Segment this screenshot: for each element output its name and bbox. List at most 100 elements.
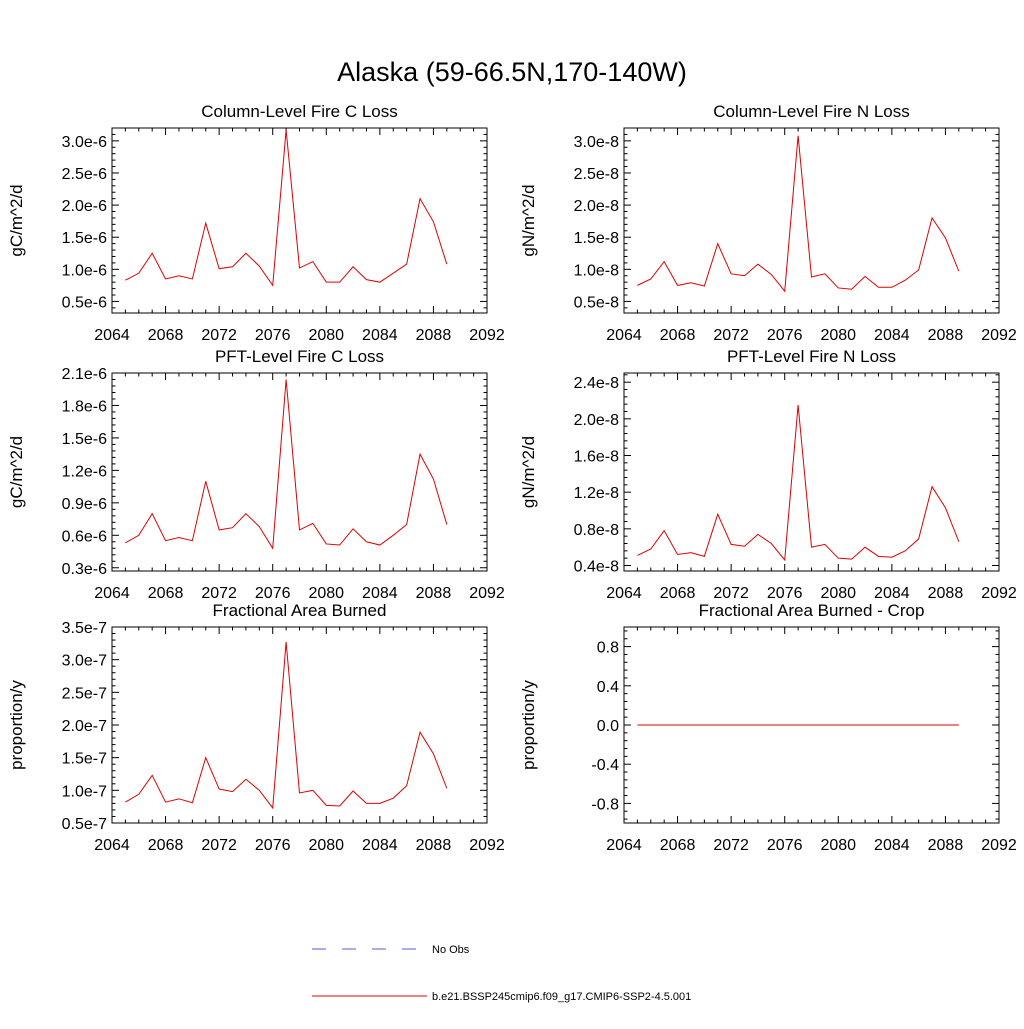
x-tick-label: 2084 (874, 327, 910, 344)
y-axis-label: gC/m^2/d (7, 436, 26, 508)
x-tick-label: 2064 (94, 837, 130, 854)
y-tick-label: 2.0e-6 (62, 198, 107, 215)
series-line (125, 641, 448, 810)
y-axis-label: gN/m^2/d (519, 184, 538, 256)
y-tick-label: 3.5e-7 (62, 620, 107, 637)
y-tick-label: 2.5e-6 (62, 166, 107, 183)
y-tick-label: 1.5e-6 (62, 431, 107, 448)
y-tick-label: 1.2e-8 (574, 485, 619, 502)
panel-fractional-area-burned: Fractional Area Burned proportion/y 2064 20… (7, 601, 505, 854)
y-tick-label: 0.9e-6 (62, 496, 107, 513)
y-tick-label: 1.6e-8 (574, 449, 619, 466)
y-tick-label: 0.8 (597, 640, 619, 657)
y-tick-label: 0.0 (597, 718, 619, 735)
y-tick-label: -0.8 (591, 796, 619, 813)
x-tick-label: 2088 (928, 585, 964, 602)
x-tick-label: 2084 (362, 585, 398, 602)
x-tick-label: 2068 (148, 327, 184, 344)
x-tick-label: 2072 (201, 327, 237, 344)
x-tick-label: 2092 (981, 327, 1017, 344)
y-tick-label: 2.4e-8 (574, 375, 619, 392)
y-tick-label: 0.3e-6 (62, 561, 107, 578)
x-tick-label: 2080 (820, 327, 856, 344)
y-tick-label: 2.0e-8 (574, 198, 619, 215)
x-tick-label: 2072 (713, 837, 749, 854)
x-tick-label: 2064 (94, 585, 130, 602)
y-tick-label: -0.4 (591, 757, 619, 774)
x-tick-label: 2080 (308, 327, 344, 344)
x-tick-label: 2080 (308, 585, 344, 602)
panels: Column-Level Fire C Loss gC/m^2/d 2064 2068… (7, 102, 1017, 854)
x-tick-label: 2084 (362, 327, 398, 344)
panel-title: Fractional Area Burned - Crop (699, 601, 925, 620)
x-tick-label: 2064 (606, 585, 642, 602)
x-tick-label: 2064 (94, 327, 130, 344)
x-tick-label: 2076 (255, 327, 291, 344)
plot-frame (623, 372, 1000, 572)
legend-run-label: b.e21.BSSP245cmip6.f09_g17.CMIP6-SSP2-4.… (432, 991, 691, 1003)
panel-title: PFT-Level Fire N Loss (727, 347, 896, 366)
y-tick-label: 1.2e-6 (62, 463, 107, 480)
x-tick-label: 2068 (660, 327, 696, 344)
legend: No Obs b.e21.BSSP245cmip6.f09_g17.CMIP6-… (312, 944, 691, 1003)
x-tick-label: 2092 (981, 837, 1017, 854)
panel-title: PFT-Level Fire C Loss (215, 347, 384, 366)
y-axis-label: proportion/y (519, 680, 538, 770)
y-tick-label: 2.0e-7 (62, 718, 107, 735)
x-tick-label: 2088 (928, 837, 964, 854)
y-tick-label: 1.0e-6 (62, 262, 107, 279)
y-tick-label: 0.4 (597, 679, 619, 696)
y-tick-label: 1.8e-6 (62, 398, 107, 415)
y-tick-label: 3.0e-6 (62, 134, 107, 151)
x-tick-label: 2092 (469, 327, 505, 344)
x-tick-label: 2092 (469, 585, 505, 602)
x-tick-label: 2064 (606, 837, 642, 854)
panel-fractional-area-burned-crop: Fractional Area Burned - Crop proportion/… (519, 601, 1017, 854)
x-tick-label: 2092 (981, 585, 1017, 602)
y-tick-label: 0.5e-7 (62, 816, 107, 833)
y-tick-label: 2.0e-8 (574, 412, 619, 429)
x-tick-label: 2068 (660, 837, 696, 854)
x-tick-label: 2068 (660, 585, 696, 602)
series-line (125, 129, 448, 287)
panel-pft-level-fire-c-loss: PFT-Level Fire C Loss gC/m^2/d 2064 2068 207… (7, 347, 505, 602)
panel-pft-level-fire-n-loss: PFT-Level Fire N Loss gN/m^2/d 2064 2068 207… (519, 347, 1017, 602)
y-tick-label: 1.0e-8 (574, 262, 619, 279)
y-tick-label: 0.6e-6 (62, 528, 107, 545)
panel-title: Fractional Area Burned (213, 601, 387, 620)
y-tick-label: 1.5e-7 (62, 751, 107, 768)
y-tick-label: 3.0e-8 (574, 134, 619, 151)
x-tick-label: 2076 (767, 837, 803, 854)
legend-no-obs-label: No Obs (432, 944, 470, 956)
panel-title: Column-Level Fire N Loss (713, 102, 910, 121)
x-tick-label: 2076 (767, 327, 803, 344)
series-line (637, 405, 960, 562)
series-line (637, 135, 960, 293)
y-axis-label: gN/m^2/d (519, 436, 538, 508)
y-tick-label: 2.1e-6 (62, 366, 107, 383)
x-tick-label: 2088 (928, 327, 964, 344)
y-tick-label: 0.5e-8 (574, 294, 619, 311)
x-tick-label: 2084 (874, 837, 910, 854)
x-tick-label: 2080 (820, 837, 856, 854)
y-tick-label: 1.5e-6 (62, 230, 107, 247)
x-tick-label: 2072 (713, 327, 749, 344)
x-tick-label: 2076 (767, 585, 803, 602)
panel-column-level-fire-c-loss: Column-Level Fire C Loss gC/m^2/d 2064 2068… (7, 102, 505, 344)
y-axis-label: proportion/y (7, 680, 26, 770)
x-tick-label: 2080 (308, 837, 344, 854)
x-tick-label: 2068 (148, 585, 184, 602)
x-tick-label: 2076 (255, 585, 291, 602)
panel-title: Column-Level Fire C Loss (201, 102, 398, 121)
x-tick-label: 2080 (820, 585, 856, 602)
y-tick-label: 0.5e-6 (62, 294, 107, 311)
x-tick-label: 2068 (148, 837, 184, 854)
figure-title: Alaska (59-66.5N,170-140W) (337, 57, 687, 87)
y-tick-label: 1.0e-7 (62, 783, 107, 800)
y-tick-label: 2.5e-7 (62, 685, 107, 702)
x-tick-label: 2076 (255, 837, 291, 854)
panel-column-level-fire-n-loss: Column-Level Fire N Loss gN/m^2/d 2064 2068… (519, 102, 1017, 344)
x-tick-label: 2072 (201, 585, 237, 602)
y-tick-label: 1.5e-8 (574, 230, 619, 247)
